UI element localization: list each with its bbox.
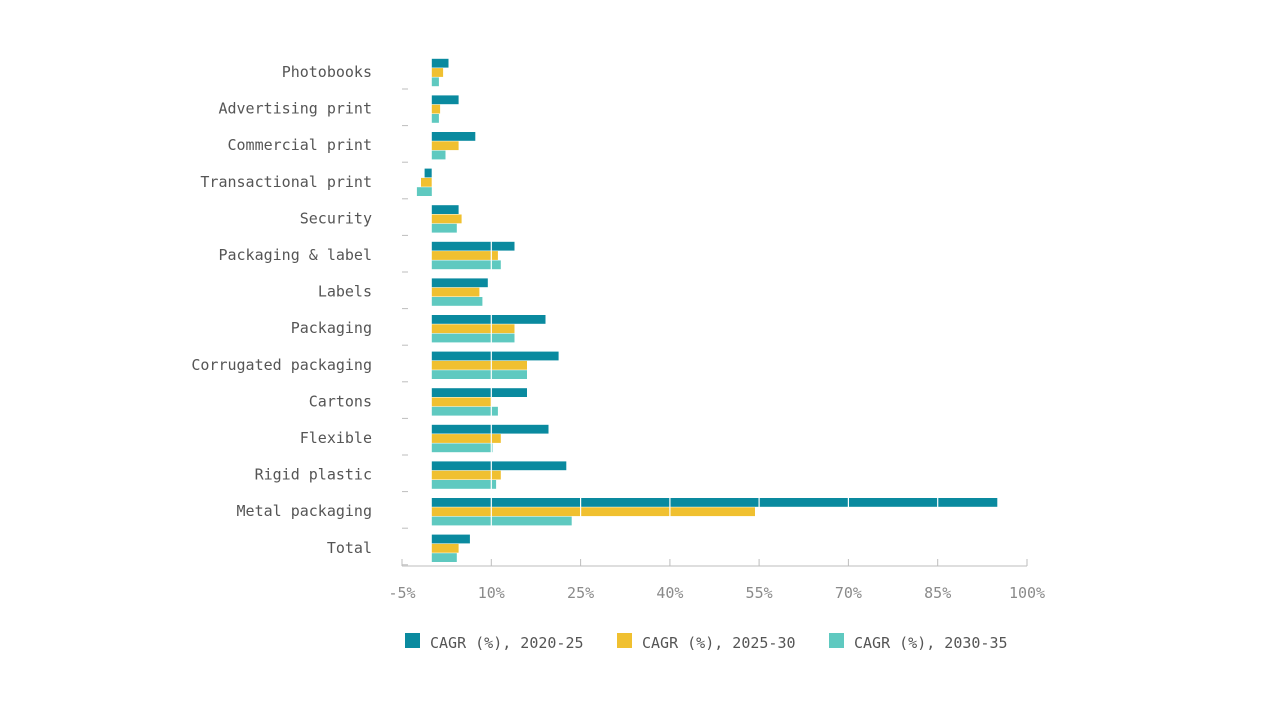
- bar-3-12: [431, 480, 497, 489]
- x-tick-label: 10%: [478, 584, 505, 602]
- bar-1-6: [431, 241, 515, 251]
- bar-3-7: [431, 297, 483, 306]
- x-tick-label: -5%: [388, 584, 415, 602]
- bar-2-4: [421, 177, 432, 187]
- category-label: Advertising print: [218, 100, 372, 118]
- bar-3-1: [431, 77, 439, 87]
- bar-1-9: [431, 351, 559, 361]
- bar-2-2: [431, 104, 441, 114]
- bar-3-10: [431, 406, 498, 416]
- bar-2-12: [431, 470, 501, 480]
- bar-2-1: [431, 68, 444, 77]
- category-label: Labels: [318, 283, 372, 301]
- bar-1-10: [431, 388, 527, 397]
- bar-3-4: [416, 187, 432, 196]
- x-tick-label: 40%: [656, 584, 683, 602]
- bar-3-5: [431, 223, 457, 233]
- legend-label: CAGR (%), 2030-35: [854, 634, 1008, 652]
- bar-2-8: [431, 324, 515, 334]
- bar-2-6: [431, 251, 498, 260]
- legend-swatch: [829, 633, 844, 648]
- x-tick-label: 55%: [746, 584, 773, 602]
- bar-2-13: [431, 507, 755, 517]
- bar-2-3: [431, 141, 459, 151]
- bar-1-2: [431, 95, 459, 105]
- bar-3-9: [431, 370, 527, 379]
- legend-label: CAGR (%), 2020-25: [430, 634, 584, 652]
- legend-swatch: [405, 633, 420, 648]
- bar-1-13: [431, 498, 998, 507]
- bar-2-9: [431, 360, 527, 370]
- bar-2-14: [431, 543, 459, 553]
- bar-1-12: [431, 461, 567, 471]
- bar-1-14: [431, 534, 470, 544]
- bar-2-7: [431, 287, 480, 297]
- bar-1-3: [431, 132, 476, 141]
- bar-3-14: [431, 553, 457, 562]
- legend-label: CAGR (%), 2025-30: [642, 634, 796, 652]
- bar-1-5: [431, 205, 459, 214]
- bar-1-4: [424, 168, 432, 178]
- category-label: Corrugated packaging: [191, 356, 372, 374]
- x-tick-label: 85%: [924, 584, 951, 602]
- bar-2-11: [431, 434, 501, 443]
- bar-3-11: [431, 443, 493, 453]
- x-tick-label: 70%: [835, 584, 862, 602]
- category-label: Commercial print: [228, 136, 373, 154]
- bar-1-11: [431, 424, 549, 434]
- legend-swatch: [617, 633, 632, 648]
- category-label: Rigid plastic: [255, 466, 372, 484]
- bar-3-8: [431, 333, 515, 343]
- bar-2-5: [431, 214, 462, 224]
- category-label: Cartons: [309, 392, 372, 410]
- category-label: Security: [300, 209, 372, 227]
- category-label: Packaging: [291, 319, 372, 337]
- bar-2-10: [431, 397, 492, 407]
- bar-3-6: [431, 260, 501, 270]
- category-label: Packaging & label: [218, 246, 372, 264]
- category-label: Metal packaging: [237, 502, 372, 520]
- x-tick-label: 100%: [1009, 584, 1045, 602]
- x-tick-label: 25%: [567, 584, 594, 602]
- bar-3-3: [431, 150, 446, 160]
- category-label: Photobooks: [282, 63, 372, 81]
- bar-1-1: [431, 58, 449, 68]
- bar-3-13: [431, 516, 572, 526]
- bar-3-2: [431, 114, 439, 123]
- category-label: Total: [327, 539, 372, 557]
- bar-1-7: [431, 278, 488, 288]
- category-label: Flexible: [300, 429, 372, 447]
- category-label: Transactional print: [200, 173, 372, 191]
- bar-1-8: [431, 315, 546, 324]
